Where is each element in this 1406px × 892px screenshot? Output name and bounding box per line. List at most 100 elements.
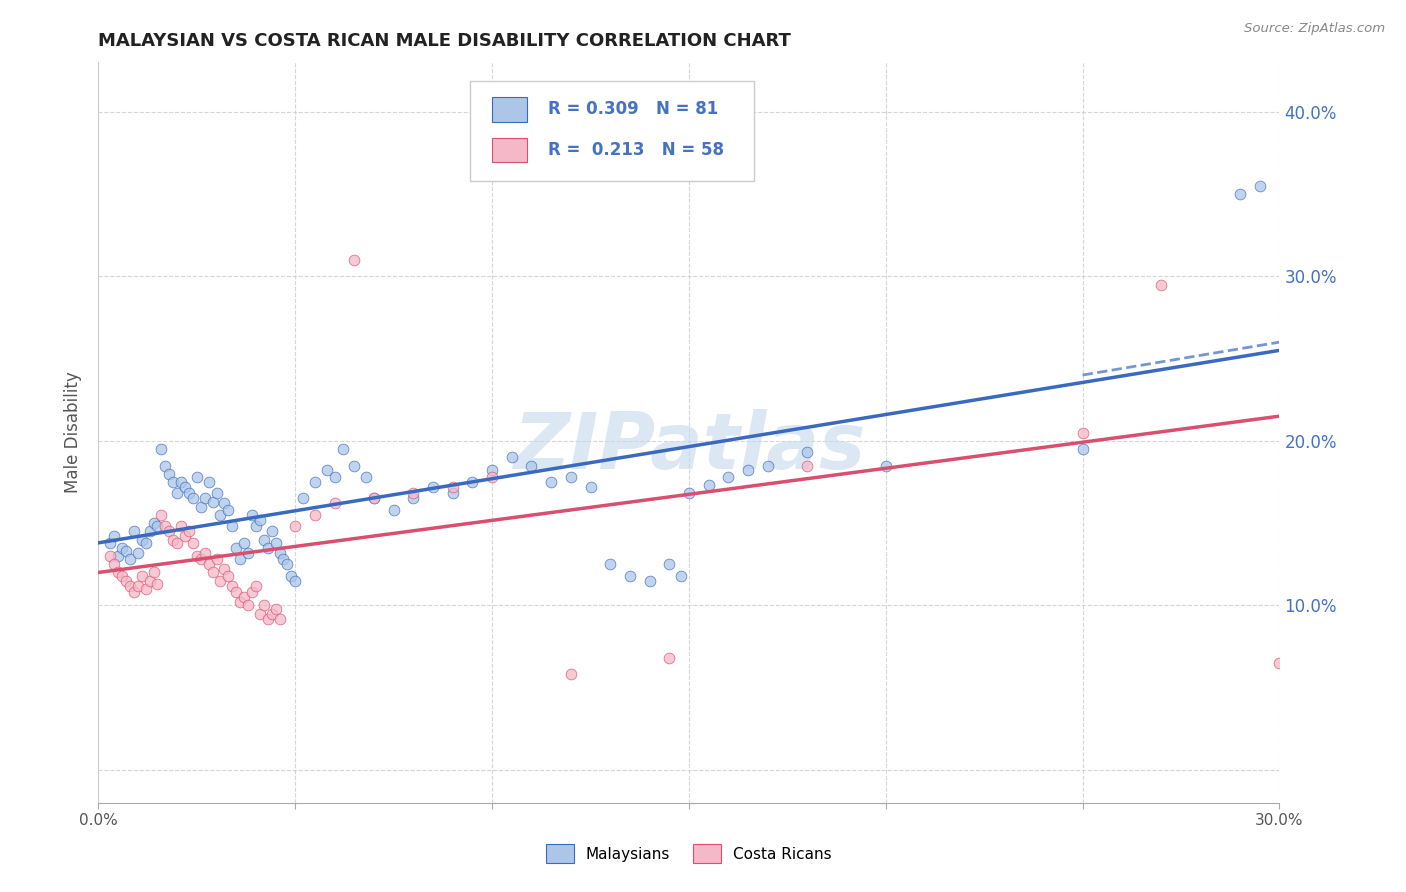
Point (481, 463, 503, 477)
Point (194, 546, 217, 560)
Point (209, 508, 232, 522)
Point (194, 491, 217, 506)
Point (264, 536, 287, 550)
Point (1071, 442, 1094, 456)
Point (214, 496, 236, 510)
Point (205, 552, 228, 566)
Point (135, 536, 157, 550)
Point (111, 541, 134, 555)
Point (402, 486, 425, 500)
Point (264, 601, 287, 615)
Point (441, 480, 464, 494)
Point (221, 519, 243, 533)
Point (174, 529, 197, 543)
Point (323, 470, 346, 484)
Point (253, 533, 276, 547)
Point (501, 450, 523, 465)
Point (354, 470, 377, 484)
Point (269, 611, 291, 625)
Point (697, 478, 720, 492)
Point (209, 574, 232, 588)
Point (122, 585, 145, 599)
Point (181, 491, 204, 506)
Point (233, 590, 256, 604)
Point (186, 549, 208, 563)
Point (737, 463, 759, 477)
Point (166, 536, 188, 550)
Point (201, 566, 224, 580)
Point (323, 496, 346, 510)
Point (273, 552, 295, 566)
Point (249, 513, 271, 527)
Point (363, 491, 385, 506)
Point (155, 458, 177, 473)
Point (284, 574, 307, 588)
Point (669, 568, 692, 582)
Point (107, 549, 129, 563)
Point (142, 516, 165, 530)
Point (138, 524, 160, 539)
Point (560, 667, 582, 681)
Point (229, 595, 252, 609)
Point (225, 541, 247, 555)
Y-axis label: Male Disability: Male Disability (65, 372, 83, 493)
Point (1249, 178, 1271, 193)
Point (658, 651, 681, 665)
Point (599, 558, 621, 572)
Point (402, 491, 425, 506)
Point (174, 480, 197, 494)
Point (560, 470, 582, 484)
Point (197, 475, 219, 489)
Point (111, 568, 134, 582)
Point (131, 533, 153, 547)
Point (118, 579, 141, 593)
Point (103, 529, 125, 543)
Point (214, 562, 236, 576)
Point (162, 475, 184, 489)
Point (343, 458, 366, 473)
Point (98, 549, 121, 563)
Point (225, 585, 247, 599)
Point (678, 486, 700, 500)
Point (229, 552, 252, 566)
Text: R =  0.213   N = 58: R = 0.213 N = 58 (548, 141, 724, 159)
Point (118, 552, 141, 566)
Point (177, 486, 200, 500)
Point (1150, 277, 1173, 292)
Point (217, 503, 239, 517)
Point (332, 442, 354, 456)
Point (284, 519, 307, 533)
Point (256, 541, 278, 555)
Point (150, 442, 173, 456)
Point (579, 480, 602, 494)
Point (875, 458, 897, 473)
Point (441, 486, 464, 500)
Point (382, 503, 405, 517)
Point (221, 579, 243, 593)
Point (170, 519, 193, 533)
Point (304, 508, 326, 522)
Point (166, 486, 188, 500)
Point (190, 552, 212, 566)
Point (186, 470, 208, 484)
Point (157, 524, 180, 539)
Point (162, 533, 184, 547)
Point (260, 524, 283, 539)
Point (638, 574, 661, 588)
Point (142, 566, 165, 580)
Point (122, 524, 145, 539)
Point (343, 252, 366, 267)
Point (540, 475, 562, 489)
Point (1229, 187, 1251, 202)
Point (276, 558, 298, 572)
Point (245, 579, 267, 593)
Point (205, 486, 228, 500)
Point (98, 536, 121, 550)
Point (796, 445, 818, 459)
Point (127, 546, 149, 560)
Point (157, 467, 180, 481)
Point (197, 558, 219, 572)
Point (304, 475, 326, 489)
Point (256, 611, 278, 625)
Point (481, 470, 503, 484)
